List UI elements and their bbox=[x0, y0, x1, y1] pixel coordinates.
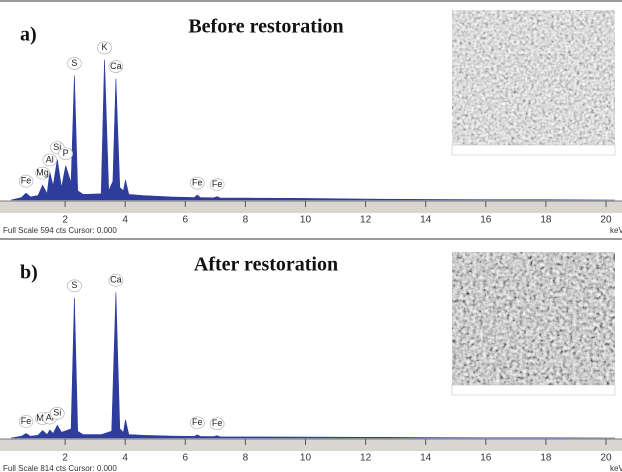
sem-info-bar bbox=[451, 144, 616, 156]
peak-label: Fe bbox=[192, 417, 203, 427]
peak-label: S bbox=[71, 280, 77, 290]
peak-label: Fe bbox=[192, 177, 203, 187]
peak-label-badge bbox=[108, 274, 124, 287]
peak-label: Al bbox=[46, 412, 54, 422]
peak-label-badge bbox=[58, 147, 73, 161]
peak-label-badge bbox=[209, 417, 225, 431]
peak-label: Fe bbox=[21, 176, 32, 186]
x-tick-label: 6 bbox=[183, 215, 189, 226]
peak-label: P bbox=[63, 148, 69, 158]
x-tick-label: 20 bbox=[600, 215, 612, 226]
peak-label: Fe bbox=[212, 418, 223, 428]
peak-label: Ca bbox=[110, 61, 122, 71]
x-axis-band bbox=[0, 201, 622, 213]
x-tick-label: 18 bbox=[540, 215, 552, 226]
chart-title: Before restoration bbox=[188, 16, 343, 38]
sem-image bbox=[452, 252, 615, 385]
x-tick-label: 12 bbox=[360, 215, 372, 226]
sem-info-bar bbox=[451, 384, 616, 396]
x-tick-label: 6 bbox=[183, 453, 189, 464]
peak-label: Fe bbox=[21, 416, 32, 426]
x-tick-label: 4 bbox=[122, 215, 128, 226]
peak-label-badge bbox=[190, 416, 205, 430]
panel-label: b) bbox=[20, 262, 38, 284]
x-tick-label: 16 bbox=[480, 453, 492, 464]
peak-label-badge bbox=[108, 60, 124, 73]
peak-label: K bbox=[101, 42, 107, 52]
footer-text: Full Scale 594 cts Cursor: 0.000 bbox=[3, 226, 117, 235]
x-tick-label: 14 bbox=[420, 453, 432, 464]
x-tick-label: 8 bbox=[243, 453, 249, 464]
spectrum-area bbox=[10, 59, 616, 201]
x-unit: keV bbox=[610, 226, 622, 235]
peak-label: Mg bbox=[36, 167, 49, 177]
peak-label-badge bbox=[42, 153, 58, 167]
spectrum-area bbox=[10, 292, 616, 439]
peak-label-badge bbox=[97, 41, 112, 55]
peak-label: Si bbox=[53, 142, 61, 152]
peak-label-badge bbox=[209, 178, 225, 191]
x-tick-label: 2 bbox=[62, 453, 68, 464]
peak-label-badge bbox=[18, 415, 34, 428]
chart-title: After restoration bbox=[194, 254, 338, 276]
x-tick-label: 16 bbox=[480, 215, 492, 226]
peak-label: S bbox=[71, 58, 77, 68]
x-tick-label: 14 bbox=[420, 215, 432, 226]
x-tick-label: 12 bbox=[360, 453, 372, 464]
x-tick-label: 10 bbox=[300, 453, 312, 464]
peak-label-badge bbox=[35, 166, 50, 180]
peak-label-badge bbox=[18, 174, 34, 188]
x-tick-label: 20 bbox=[600, 453, 612, 464]
x-axis-band bbox=[0, 439, 622, 451]
sem-image bbox=[452, 10, 615, 145]
x-tick-label: 4 bbox=[122, 453, 128, 464]
x-tick-label: 18 bbox=[540, 453, 552, 464]
peak-label: Ca bbox=[110, 275, 122, 285]
x-unit: keV bbox=[610, 464, 622, 472]
panel-label: a) bbox=[20, 24, 37, 46]
x-tick-label: 10 bbox=[300, 215, 312, 226]
x-tick-label: 8 bbox=[243, 215, 249, 226]
peak-label: Si bbox=[53, 408, 61, 418]
peak-label-badge bbox=[67, 57, 82, 70]
peak-label-badge bbox=[49, 406, 65, 420]
peak-label-badge bbox=[190, 176, 205, 190]
footer-text: Full Scale 814 cts Cursor: 0.000 bbox=[3, 464, 117, 472]
peak-label-badge bbox=[67, 279, 82, 293]
peak-label: Fe bbox=[212, 179, 223, 189]
peak-label: Al bbox=[46, 154, 54, 164]
x-tick-label: 2 bbox=[62, 215, 68, 226]
